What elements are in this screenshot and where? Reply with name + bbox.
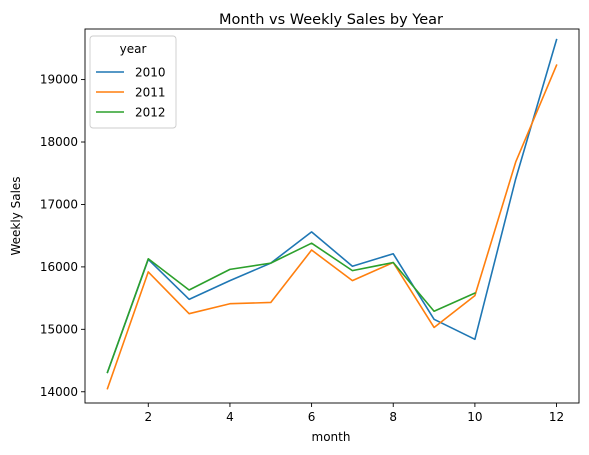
plot-frame bbox=[84, 28, 580, 404]
legend-label-2010: 2010 bbox=[135, 66, 166, 80]
y-axis-label: Weekly Sales bbox=[9, 176, 23, 255]
y-tick-label: 15000 bbox=[40, 322, 78, 336]
series-line-2012 bbox=[106, 242, 476, 374]
legend-label-2012: 2012 bbox=[135, 106, 166, 120]
y-tick-label: 14000 bbox=[40, 385, 78, 399]
x-axis-label: month bbox=[312, 430, 351, 444]
x-tick-label: 2 bbox=[144, 410, 152, 424]
x-tick-label: 10 bbox=[467, 410, 482, 424]
x-axis-ticks: 2 4 6 8 10 12 bbox=[144, 403, 564, 424]
x-tick-label: 8 bbox=[389, 410, 397, 424]
legend-title: year bbox=[120, 42, 147, 56]
series-layer bbox=[106, 38, 558, 390]
series-line-2011 bbox=[106, 64, 558, 390]
y-axis-ticks: 14000 15000 16000 17000 18000 19000 bbox=[40, 73, 85, 399]
series-line-2010 bbox=[106, 38, 558, 374]
legend-entries: 2010 2011 2012 bbox=[96, 66, 166, 120]
chart-title: Month vs Weekly Sales by Year bbox=[219, 12, 443, 28]
y-tick-label: 19000 bbox=[40, 73, 78, 87]
x-tick-label: 12 bbox=[549, 410, 564, 424]
x-tick-label: 4 bbox=[226, 410, 234, 424]
legend: year 2010 2011 2012 bbox=[89, 35, 177, 129]
legend-label-2011: 2011 bbox=[135, 86, 166, 100]
legend-box bbox=[89, 35, 177, 129]
x-tick-label: 6 bbox=[308, 410, 316, 424]
y-tick-label: 18000 bbox=[40, 135, 78, 149]
y-tick-label: 16000 bbox=[40, 260, 78, 274]
y-tick-label: 17000 bbox=[40, 197, 78, 211]
